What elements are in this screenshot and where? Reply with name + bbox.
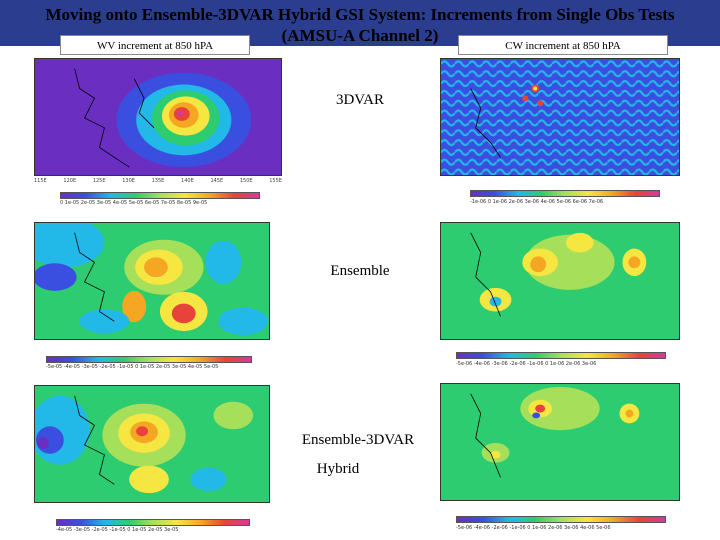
left-column-header: WV increment at 850 hPA — [60, 35, 250, 55]
plot-3dvar-cw — [440, 58, 680, 176]
plot-hybrid-cw — [440, 383, 680, 501]
x-tick: 140E — [181, 178, 194, 184]
label-hybrid-line2: Hybrid — [316, 461, 360, 477]
x-tick: 130E — [122, 178, 135, 184]
x-tick: 150E — [239, 178, 253, 184]
colorbar-3dvar-wv — [60, 192, 260, 199]
x-ticks-3dvar-wv: 115E 120E 125E 130E 135E 140E 145E 150E … — [34, 178, 282, 184]
x-tick: 155E — [269, 178, 282, 184]
plot-hybrid-wv — [34, 385, 270, 503]
colorbar-labels-ensemble-cw: -5e-06 -4e-06 -3e-06 -2e-06 -1e-06 0 1e-… — [456, 361, 597, 367]
colorbar-labels-3dvar-cw: -1e-06 0 1e-06 2e-06 3e-06 4e-06 5e-06 6… — [470, 199, 604, 205]
colorbar-labels-3dvar-wv: 0 1e-05 2e-05 3e-05 4e-05 5e-05 6e-05 7e… — [60, 200, 208, 206]
x-tick: 120E — [63, 178, 77, 184]
slide-title: Moving onto Ensemble-3DVAR Hybrid GSI Sy… — [45, 5, 675, 24]
right-column-header: CW increment at 850 hPA — [458, 35, 668, 55]
slide-subtitle: (AMSU-A Channel 2) — [281, 26, 439, 45]
x-tick: 145E — [210, 178, 224, 184]
colorbar-ensemble-wv — [46, 356, 252, 363]
x-tick: 135E — [151, 178, 165, 184]
colorbar-labels-hybrid-cw: -5e-06 -4e-06 -2e-06 -1e-06 0 1e-06 2e-0… — [456, 525, 611, 531]
x-tick: 125E — [92, 178, 106, 184]
colorbar-hybrid-wv — [56, 519, 250, 526]
x-tick: 115E — [34, 178, 47, 184]
colorbar-hybrid-cw — [456, 516, 666, 523]
colorbar-labels-ensemble-wv: -5e-05 -4e-05 -3e-05 -2e-05 -1e-05 0 1e-… — [46, 364, 219, 370]
plot-ensemble-wv — [34, 222, 270, 340]
label-3dvar: 3DVAR — [335, 92, 385, 108]
plot-ensemble-cw — [440, 222, 680, 340]
colorbar-labels-hybrid-wv: -4e-05 -3e-05 -2e-05 -1e-05 0 1e-05 2e-0… — [56, 527, 179, 533]
colorbar-ensemble-cw — [456, 352, 666, 359]
label-hybrid-line1: Ensemble-3DVAR — [301, 432, 415, 448]
plot-3dvar-wv — [34, 58, 282, 176]
colorbar-3dvar-cw — [470, 190, 660, 197]
label-ensemble: Ensemble — [330, 263, 390, 279]
